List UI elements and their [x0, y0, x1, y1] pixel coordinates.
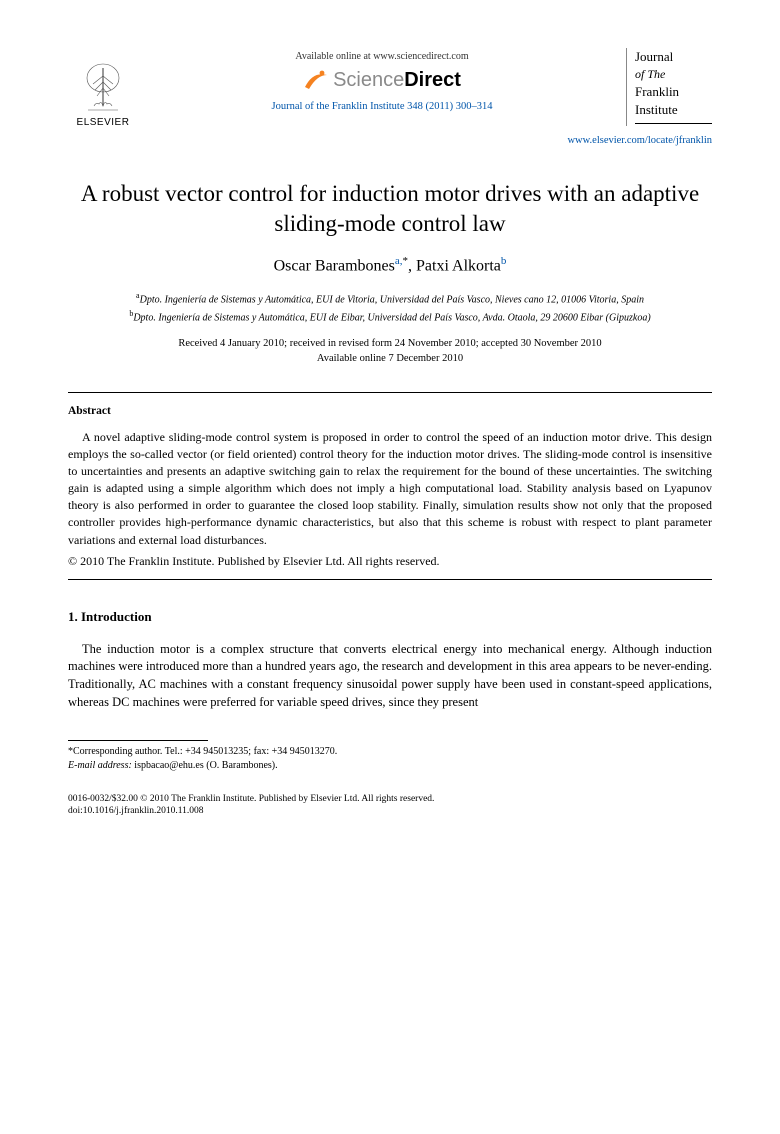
corr-email-line: E-mail address: ispbacao@ehu.es (O. Bara…	[68, 759, 712, 773]
author-2-name[interactable]: Patxi Alkorta	[416, 258, 501, 275]
abstract-body: A novel adaptive sliding-mode control sy…	[68, 429, 712, 548]
intro-body: The induction motor is a complex structu…	[68, 641, 712, 712]
sciencedirect-logo: ScienceDirect	[138, 66, 626, 94]
locate-url[interactable]: www.elsevier.com/locate/jfranklin	[68, 134, 712, 149]
affiliation-b: bDpto. Ingeniería de Sistemas y Automáti…	[98, 308, 682, 325]
elsevier-label: ELSEVIER	[77, 116, 130, 130]
header-center: Available online at www.sciencedirect.co…	[138, 48, 626, 115]
abstract-copyright: © 2010 The Franklin Institute. Published…	[68, 553, 712, 570]
author-separator: ,	[408, 258, 416, 275]
article-title: A robust vector control for induction mo…	[68, 179, 712, 239]
email-value[interactable]: ispbacao@ehu.es (O. Barambones).	[132, 760, 278, 771]
available-online-text: Available online at www.sciencedirect.co…	[138, 50, 626, 64]
affil-b-text: Dpto. Ingeniería de Sistemas y Automátic…	[133, 312, 650, 323]
doi-line[interactable]: doi:10.1016/j.jfranklin.2010.11.008	[68, 805, 712, 817]
authors-line: Oscar Barambonesa,*, Patxi Alkortab	[68, 254, 712, 278]
elsevier-logo-block: ELSEVIER	[68, 48, 138, 130]
author-1-name[interactable]: Oscar Barambones	[274, 258, 395, 275]
journal-header: ELSEVIER Available online at www.science…	[68, 48, 712, 130]
sciencedirect-swoosh-icon	[303, 69, 329, 91]
footnote-rule	[68, 740, 208, 741]
abstract-bottom-rule	[68, 579, 712, 580]
journal-cover-title: Journal of The Franklin Institute	[626, 48, 712, 126]
author-1-affil-mark: a,	[395, 255, 403, 267]
sciencedirect-wordmark: ScienceDirect	[333, 66, 461, 94]
affil-a-text: Dpto. Ingeniería de Sistemas y Automátic…	[140, 295, 644, 306]
bottom-block: 0016-0032/$32.00 © 2010 The Franklin Ins…	[68, 793, 712, 818]
email-label: E-mail address:	[68, 760, 132, 771]
abstract-heading: Abstract	[68, 403, 712, 419]
abstract-top-rule	[68, 392, 712, 393]
article-dates: Received 4 January 2010; received in rev…	[68, 337, 712, 366]
affiliations-block: aDpto. Ingeniería de Sistemas y Automáti…	[68, 290, 712, 325]
issn-copyright-line: 0016-0032/$32.00 © 2010 The Franklin Ins…	[68, 793, 712, 805]
corr-author-line: *Corresponding author. Tel.: +34 9450132…	[68, 745, 712, 759]
dates-line-2: Available online 7 December 2010	[68, 352, 712, 367]
cover-line-2: of The	[635, 66, 712, 83]
sd-science-text: Science	[333, 69, 404, 91]
cover-rule	[635, 123, 712, 124]
elsevier-tree-icon	[78, 62, 128, 114]
cover-line-1: Journal	[635, 48, 712, 66]
intro-heading: 1. Introduction	[68, 608, 712, 626]
corresponding-author-footnote: *Corresponding author. Tel.: +34 9450132…	[68, 745, 712, 773]
cover-line-3: Franklin Institute	[635, 83, 712, 119]
affiliation-a: aDpto. Ingeniería de Sistemas y Automáti…	[98, 290, 682, 307]
journal-citation[interactable]: Journal of the Franklin Institute 348 (2…	[138, 100, 626, 115]
author-2-affil-mark: b	[501, 255, 507, 267]
dates-line-1: Received 4 January 2010; received in rev…	[68, 337, 712, 352]
sd-direct-text: Direct	[404, 69, 461, 91]
